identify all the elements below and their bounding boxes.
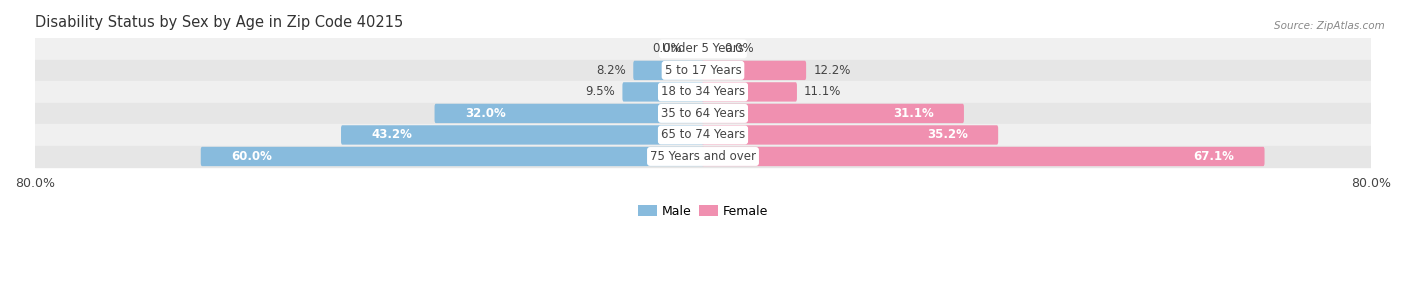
- Text: 18 to 34 Years: 18 to 34 Years: [661, 85, 745, 98]
- FancyBboxPatch shape: [702, 82, 797, 102]
- Text: Under 5 Years: Under 5 Years: [662, 42, 744, 55]
- Text: 31.1%: 31.1%: [893, 107, 934, 120]
- Text: 67.1%: 67.1%: [1194, 150, 1234, 163]
- Legend: Male, Female: Male, Female: [633, 200, 773, 223]
- Text: 12.2%: 12.2%: [813, 64, 851, 77]
- FancyBboxPatch shape: [342, 125, 704, 145]
- Text: Source: ZipAtlas.com: Source: ZipAtlas.com: [1274, 21, 1385, 31]
- FancyBboxPatch shape: [633, 61, 704, 80]
- Text: 0.0%: 0.0%: [652, 42, 682, 55]
- Text: 11.1%: 11.1%: [804, 85, 841, 98]
- FancyBboxPatch shape: [702, 125, 998, 145]
- Text: 75 Years and over: 75 Years and over: [650, 150, 756, 163]
- Bar: [35, 60, 1371, 81]
- Bar: [35, 103, 1371, 124]
- Text: 65 to 74 Years: 65 to 74 Years: [661, 129, 745, 141]
- Text: 35 to 64 Years: 35 to 64 Years: [661, 107, 745, 120]
- Text: 0.0%: 0.0%: [724, 42, 754, 55]
- FancyBboxPatch shape: [702, 147, 1264, 166]
- Text: 9.5%: 9.5%: [585, 85, 616, 98]
- Bar: [35, 146, 1371, 167]
- Text: Disability Status by Sex by Age in Zip Code 40215: Disability Status by Sex by Age in Zip C…: [35, 15, 404, 30]
- Bar: [35, 38, 1371, 60]
- FancyBboxPatch shape: [702, 104, 965, 123]
- Bar: [35, 81, 1371, 103]
- Text: 60.0%: 60.0%: [231, 150, 273, 163]
- Text: 35.2%: 35.2%: [927, 129, 967, 141]
- Bar: [35, 124, 1371, 146]
- FancyBboxPatch shape: [434, 104, 704, 123]
- Text: 43.2%: 43.2%: [371, 129, 412, 141]
- Text: 32.0%: 32.0%: [465, 107, 506, 120]
- Text: 5 to 17 Years: 5 to 17 Years: [665, 64, 741, 77]
- FancyBboxPatch shape: [702, 61, 806, 80]
- Text: 8.2%: 8.2%: [596, 64, 626, 77]
- FancyBboxPatch shape: [623, 82, 704, 102]
- FancyBboxPatch shape: [201, 147, 704, 166]
